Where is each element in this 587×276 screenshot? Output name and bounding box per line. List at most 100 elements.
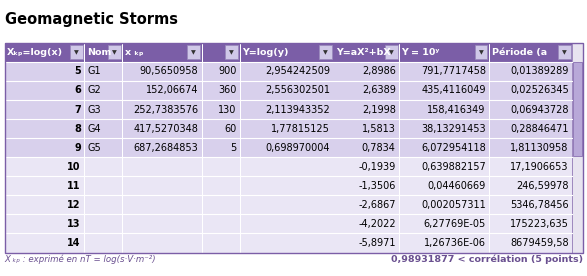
Text: 0,04460669: 0,04460669 [427, 181, 485, 191]
Bar [240, 176, 333, 195]
Bar [489, 81, 490, 100]
Text: 5346,78456: 5346,78456 [510, 200, 569, 210]
Text: Y=log(y): Y=log(y) [242, 48, 289, 57]
Text: -0,1939: -0,1939 [359, 162, 396, 172]
Bar [202, 157, 240, 176]
Bar [202, 138, 203, 157]
Bar [122, 81, 202, 100]
Text: 791,7717458: 791,7717458 [421, 67, 485, 76]
Bar [489, 214, 490, 233]
Bar [122, 214, 123, 233]
Bar [489, 62, 490, 81]
Text: 0,639882157: 0,639882157 [421, 162, 485, 172]
Bar [5, 62, 85, 81]
Bar [240, 100, 333, 119]
Bar [202, 138, 240, 157]
Text: Nom: Nom [87, 48, 111, 57]
Bar [333, 214, 399, 233]
Bar [489, 119, 572, 138]
Bar [5, 119, 85, 138]
Bar [489, 195, 572, 214]
Bar [489, 176, 490, 195]
Bar [122, 138, 123, 157]
Bar [489, 43, 490, 62]
Text: 14: 14 [68, 238, 81, 248]
Text: ▼: ▼ [478, 50, 484, 55]
Bar [240, 138, 241, 157]
Bar [240, 214, 333, 233]
Bar [333, 43, 399, 62]
Bar [489, 157, 490, 176]
Bar [399, 157, 400, 176]
Bar [333, 157, 334, 176]
Bar [240, 157, 333, 176]
Text: 5: 5 [230, 143, 237, 153]
Bar [489, 119, 490, 138]
Text: 417,5270348: 417,5270348 [134, 124, 198, 134]
Bar [122, 157, 123, 176]
Text: G2: G2 [87, 86, 101, 95]
Bar [489, 233, 490, 253]
Bar [202, 100, 240, 119]
Text: 360: 360 [218, 86, 237, 95]
Text: 6: 6 [74, 86, 81, 95]
Text: 9: 9 [74, 143, 81, 153]
Text: 130: 130 [218, 105, 237, 115]
Bar [399, 62, 400, 81]
Bar [333, 138, 334, 157]
Bar [240, 195, 241, 214]
Text: Y=aX²+bX: Y=aX²+bX [336, 48, 390, 57]
Text: ▼: ▼ [562, 50, 566, 55]
Bar [489, 100, 572, 119]
Bar [240, 195, 333, 214]
Bar [107, 45, 120, 59]
Text: 13: 13 [68, 219, 81, 229]
Bar [333, 62, 334, 81]
Bar [333, 119, 334, 138]
Text: 10: 10 [68, 162, 81, 172]
Bar [489, 214, 572, 233]
Text: ▼: ▼ [112, 50, 117, 55]
Text: 7: 7 [74, 105, 81, 115]
Bar [122, 157, 202, 176]
Bar [85, 176, 122, 195]
Bar [399, 195, 489, 214]
Text: -1,3506: -1,3506 [359, 181, 396, 191]
Bar [85, 138, 122, 157]
Text: 435,4116049: 435,4116049 [421, 86, 485, 95]
Bar [399, 100, 400, 119]
Bar [240, 100, 241, 119]
Text: 1,5813: 1,5813 [362, 124, 396, 134]
Text: 0,06943728: 0,06943728 [510, 105, 569, 115]
Bar [85, 62, 122, 81]
Bar [5, 214, 85, 233]
Bar [399, 138, 400, 157]
Bar [240, 214, 241, 233]
Bar [333, 62, 399, 81]
Bar [122, 233, 202, 253]
Bar [202, 43, 203, 62]
Text: 0,98931877 < corrélation (5 points): 0,98931877 < corrélation (5 points) [391, 255, 583, 264]
Text: 2,8986: 2,8986 [362, 67, 396, 76]
Bar [5, 176, 85, 195]
Text: 60: 60 [224, 124, 237, 134]
Bar [122, 43, 202, 62]
Bar [489, 195, 490, 214]
Text: 900: 900 [218, 67, 237, 76]
Bar [122, 43, 123, 62]
Bar [122, 119, 202, 138]
Bar [202, 62, 203, 81]
Bar [85, 43, 122, 62]
Text: 38,13291453: 38,13291453 [421, 124, 485, 134]
Text: -2,6867: -2,6867 [358, 200, 396, 210]
Bar [333, 43, 334, 62]
Bar [122, 138, 202, 157]
Text: Xₖₚ=log(x): Xₖₚ=log(x) [7, 48, 63, 57]
Text: G5: G5 [87, 143, 101, 153]
Text: 8: 8 [74, 124, 81, 134]
Bar [70, 45, 83, 59]
Bar [399, 214, 400, 233]
Text: 0,28846471: 0,28846471 [510, 124, 569, 134]
Bar [489, 176, 572, 195]
Bar [399, 176, 489, 195]
